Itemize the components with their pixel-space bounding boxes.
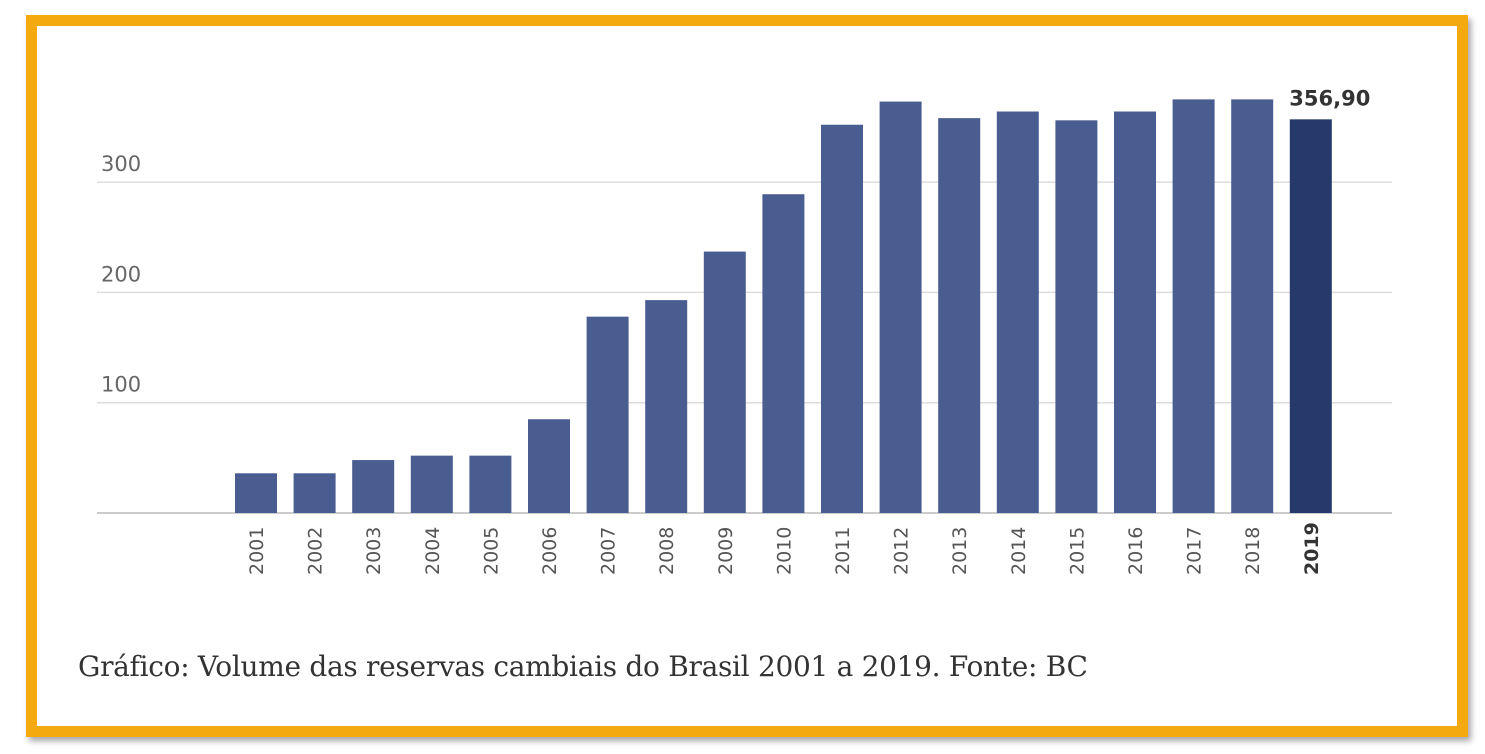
chart-frame: 100 200 300 2001 2002 2003 2004 2005 2006 2007 200… (26, 15, 1468, 737)
bar-2007 (586, 316, 629, 513)
x-tick-label-2009: 2009 (715, 527, 737, 575)
x-tick-label-2001: 2001 (246, 527, 268, 575)
bar-2006 (528, 419, 570, 513)
bar-2016 (1114, 111, 1156, 514)
bar-2012 (879, 101, 922, 514)
bar-2008 (645, 300, 688, 513)
x-tick-label-2015: 2015 (1066, 527, 1088, 575)
data-label: 356,90 (1289, 86, 1370, 110)
bar-2002 (293, 473, 336, 513)
x-tick-label-2011: 2011 (832, 527, 854, 575)
x-tick-label-2012: 2012 (891, 527, 913, 575)
bar-2011 (821, 124, 863, 513)
x-tick-label-2003: 2003 (363, 527, 385, 575)
x-tick-label-2005: 2005 (480, 527, 502, 575)
x-tick-label-2006: 2006 (539, 527, 561, 575)
bar-2005 (469, 455, 512, 513)
chart-caption: Gráfico: Volume das reservas cambiais do… (78, 650, 1088, 683)
bar-2015 (1055, 120, 1098, 513)
y-tick-label: 300 (101, 152, 141, 176)
x-tick-label-2016: 2016 (1125, 527, 1147, 575)
x-tick-label-2002: 2002 (305, 527, 327, 575)
bar-2004 (410, 455, 453, 513)
x-tick-label-2004: 2004 (422, 527, 444, 575)
bar-chart: 100 200 300 2001 2002 2003 2004 2005 2006 2007 200… (97, 84, 1392, 575)
y-tick-label: 100 (101, 373, 141, 397)
bar-2010 (762, 194, 805, 513)
bar-2001 (235, 473, 277, 513)
x-tick-label-2018: 2018 (1242, 527, 1264, 575)
bar-2019 (1289, 119, 1332, 514)
bar-2018 (1231, 99, 1274, 513)
x-tick-label-2010: 2010 (773, 527, 795, 575)
bar-2017 (1172, 99, 1215, 513)
x-tick-label-2008: 2008 (656, 527, 678, 575)
x-tick-label-2007: 2007 (598, 527, 620, 575)
x-tick-label-2019: 2019 (1301, 522, 1323, 575)
bar-2014 (996, 111, 1039, 514)
bar-2013 (938, 118, 981, 513)
y-tick-label: 200 (101, 262, 141, 286)
x-tick-label-2014: 2014 (1008, 527, 1030, 575)
bar-2003 (352, 460, 395, 513)
bar-2009 (703, 251, 746, 514)
x-tick-label-2017: 2017 (1184, 527, 1206, 575)
x-tick-label-2013: 2013 (949, 527, 971, 575)
